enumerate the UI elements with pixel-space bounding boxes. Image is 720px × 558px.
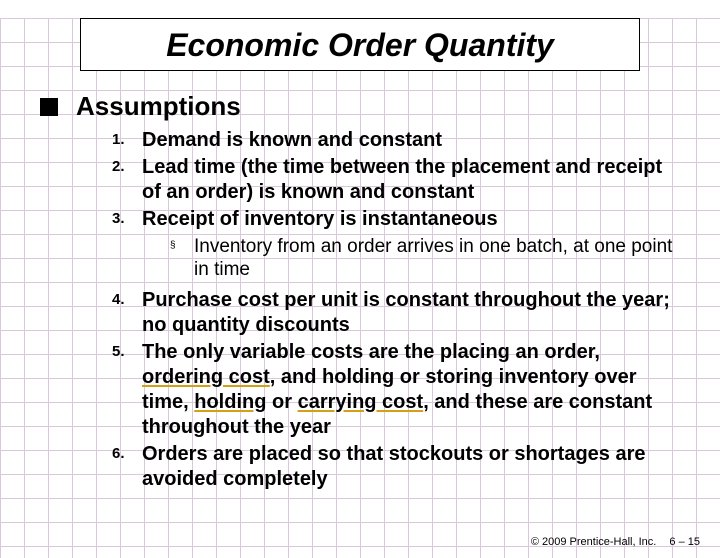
copyright-text: © 2009 Prentice-Hall, Inc. — [531, 536, 657, 548]
section-heading: Assumptions — [76, 91, 241, 122]
term-carrying-cost: carrying cost — [298, 391, 424, 413]
numbered-list: 1. Demand is known and constant 2. Lead … — [112, 128, 680, 232]
sub-list-text: Inventory from an order arrives in one b… — [194, 236, 680, 282]
list-text: The only variable costs are the placing … — [142, 340, 680, 440]
list-text: Lead time (the time between the placemen… — [142, 155, 680, 205]
numbered-list-cont: 4. Purchase cost per unit is constant th… — [112, 288, 680, 492]
sub-bullet-icon: § — [170, 236, 194, 282]
text-segment: The only variable costs are the placing … — [142, 341, 600, 363]
list-item: 6. Orders are placed so that stockouts o… — [112, 442, 680, 492]
list-text: Demand is known and constant — [142, 128, 442, 153]
list-marker: 4. — [112, 288, 142, 338]
sub-list-item: § Inventory from an order arrives in one… — [170, 236, 680, 282]
term-holding: holding — [194, 391, 266, 413]
text-segment: or — [266, 391, 297, 413]
assumptions-section: Assumptions 1. Demand is known and const… — [40, 91, 680, 492]
list-text: Orders are placed so that stockouts or s… — [142, 442, 680, 492]
section-heading-row: Assumptions — [40, 91, 680, 122]
slide-content: Economic Order Quantity Assumptions 1. D… — [0, 18, 720, 492]
list-marker: 5. — [112, 340, 142, 440]
list-marker: 2. — [112, 155, 142, 205]
page-number: 6 – 15 — [669, 536, 700, 548]
square-bullet-icon — [40, 98, 58, 116]
list-marker: 6. — [112, 442, 142, 492]
list-text: Receipt of inventory is instantaneous — [142, 207, 498, 232]
list-text: Purchase cost per unit is constant throu… — [142, 288, 680, 338]
term-ordering-cost: ordering cost — [142, 366, 270, 388]
list-item: 2. Lead time (the time between the place… — [112, 155, 680, 205]
slide-title: Economic Order Quantity — [81, 27, 639, 64]
list-item: 4. Purchase cost per unit is constant th… — [112, 288, 680, 338]
list-item: 1. Demand is known and constant — [112, 128, 680, 153]
list-item: 5. The only variable costs are the placi… — [112, 340, 680, 440]
footer: © 2009 Prentice-Hall, Inc. 6 – 15 — [531, 536, 700, 548]
sub-list: § Inventory from an order arrives in one… — [170, 236, 680, 282]
list-marker: 3. — [112, 207, 142, 232]
list-marker: 1. — [112, 128, 142, 153]
list-item: 3. Receipt of inventory is instantaneous — [112, 207, 680, 232]
title-box: Economic Order Quantity — [80, 18, 640, 71]
